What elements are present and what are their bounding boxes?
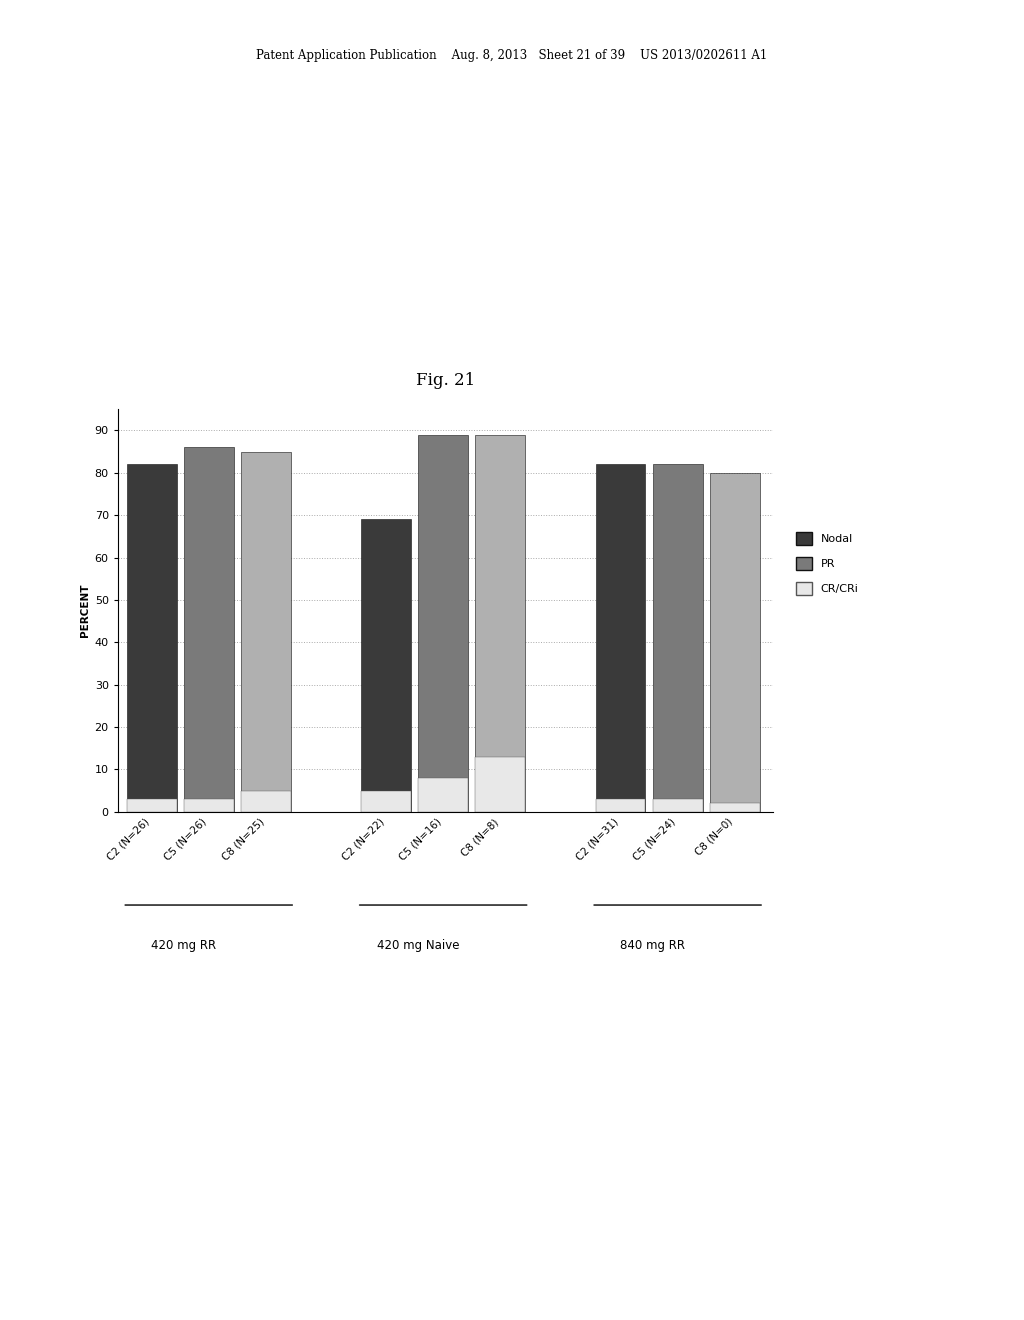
Y-axis label: PERCENT: PERCENT (81, 583, 90, 638)
Bar (241, 791, 291, 812)
Bar (127, 799, 176, 812)
Bar (184, 447, 233, 812)
Bar (184, 799, 233, 812)
Bar (652, 465, 702, 812)
Bar (127, 465, 176, 812)
Bar (652, 799, 702, 812)
Text: 420 mg RR: 420 mg RR (152, 939, 216, 952)
Bar (710, 473, 760, 812)
Bar (475, 756, 525, 812)
Text: Fig. 21: Fig. 21 (416, 372, 475, 389)
Bar (418, 777, 468, 812)
Bar (361, 519, 411, 812)
Text: Patent Application Publication    Aug. 8, 2013   Sheet 21 of 39    US 2013/02026: Patent Application Publication Aug. 8, 2… (256, 49, 768, 62)
Bar (361, 791, 411, 812)
Bar (710, 804, 760, 812)
Bar (596, 465, 645, 812)
Bar (475, 434, 525, 812)
Legend: Nodal, PR, CR/CRi: Nodal, PR, CR/CRi (792, 528, 863, 599)
Bar (418, 434, 468, 812)
Text: 420 mg Naive: 420 mg Naive (377, 939, 460, 952)
Bar (241, 451, 291, 812)
Bar (596, 799, 645, 812)
Text: 840 mg RR: 840 mg RR (621, 939, 685, 952)
